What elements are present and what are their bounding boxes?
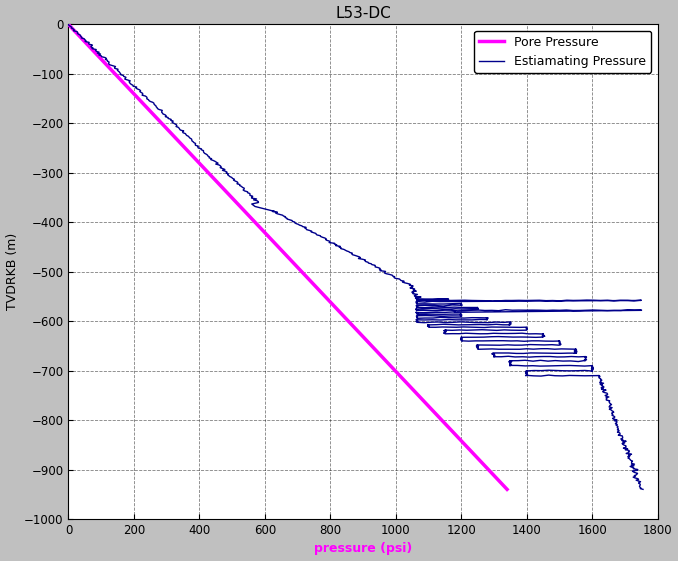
Estiamating Pressure	[261, 205, 269, 212]
Estiamating Pressure	[537, 373, 545, 379]
Estiamating Pressure	[64, 21, 73, 28]
Estiamating Pressure	[639, 486, 647, 493]
Y-axis label: TVDRKB (m): TVDRKB (m)	[5, 233, 18, 310]
Legend: Pore Pressure, Estiamating Pressure: Pore Pressure, Estiamating Pressure	[475, 31, 652, 73]
X-axis label: pressure (psi): pressure (psi)	[314, 542, 412, 555]
Title: L53-DC: L53-DC	[335, 6, 391, 21]
Estiamating Pressure	[454, 307, 462, 314]
Estiamating Pressure	[457, 335, 465, 342]
Estiamating Pressure	[506, 359, 515, 366]
Estiamating Pressure	[409, 287, 417, 293]
Line: Estiamating Pressure: Estiamating Pressure	[68, 25, 643, 489]
